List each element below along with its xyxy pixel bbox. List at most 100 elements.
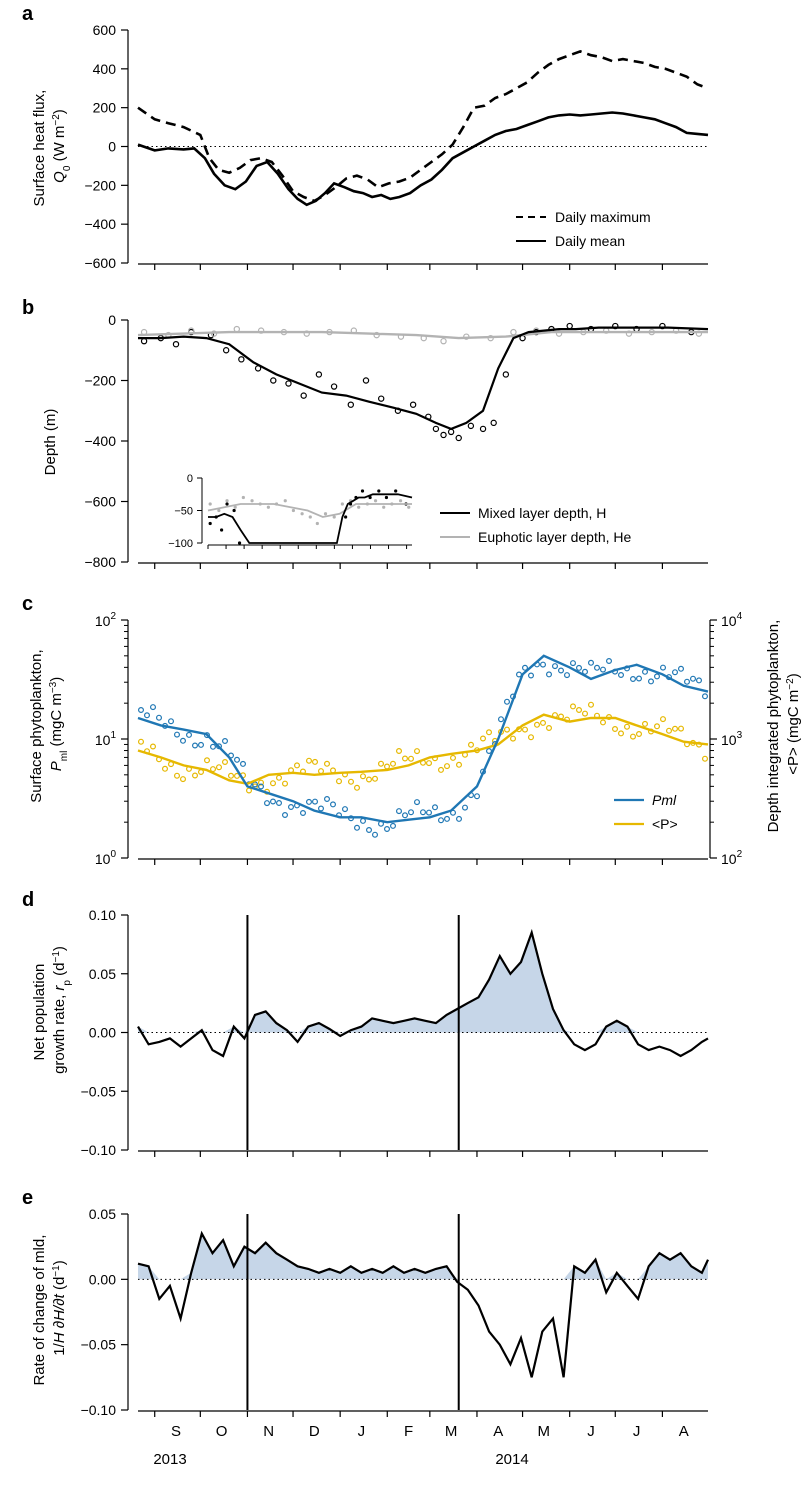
point-p (324, 760, 331, 767)
panel-d-ylabel-sup: −1 (51, 951, 62, 963)
point-pml (180, 737, 187, 744)
panel-c-ylabel-line2: P (48, 761, 65, 771)
series-daily-maximum (137, 50, 709, 203)
panel-c-ylabel-sub: ml (59, 751, 70, 762)
point-p (402, 755, 409, 762)
inset-point-euphotic-layer (233, 505, 237, 509)
point-p (629, 733, 636, 740)
point-euphotic-layer (440, 337, 447, 345)
legend-label-daily-maximum: Daily maximum (555, 209, 651, 225)
series-p (137, 713, 709, 786)
point-p (384, 763, 391, 770)
panel-c-y-tick-base: 10 (95, 613, 111, 629)
panel-b-y-tick-label: −200 (84, 373, 116, 389)
point-mixed-layer (378, 395, 385, 402)
panel-letter-b: b (22, 297, 34, 319)
panel-c-y-tick-base: 10 (95, 732, 111, 748)
point-p (390, 760, 397, 767)
point-pml (330, 801, 337, 808)
legend-label-mixed-layer: Mixed layer depth, H (478, 505, 606, 521)
point-p (611, 725, 618, 732)
point-pml (366, 826, 373, 833)
point-p (671, 725, 678, 732)
point-pml (689, 675, 696, 682)
panel-c-y-tick-label: 100 (95, 849, 117, 867)
point-p (569, 703, 576, 710)
inset-point-euphotic-layer (300, 512, 304, 516)
point-pml (186, 731, 193, 738)
point-pml (144, 712, 151, 719)
point-p (150, 743, 157, 750)
panel-c-y2label-line2: <P> (mgC m (785, 690, 802, 775)
month-label: J (587, 1423, 595, 1440)
panel-a: 600 400 200 0 −200 −400 −600 Surface heat flux… (31, 22, 709, 271)
point-pml (300, 809, 307, 816)
panel-b-y-tick-label: −600 (84, 494, 116, 510)
panel-d-ylabel-line2b: r (51, 985, 68, 991)
point-mixed-layer (285, 380, 292, 387)
panel-c-y-tick-label: 101 (95, 730, 117, 748)
point-p (438, 766, 445, 773)
panel-d-axes: 0.10 0.05 0.00 −0.05 −0.10 (81, 907, 708, 1158)
point-p (378, 760, 385, 767)
month-label: J (358, 1423, 366, 1440)
point-pml (390, 822, 397, 829)
panel-d-y-tick-label: 0.10 (89, 907, 116, 923)
point-euphotic-layer (510, 328, 517, 336)
panel-a-plot (137, 50, 709, 207)
month-label: J (633, 1423, 641, 1440)
point-p (276, 774, 283, 781)
inset-point-mixed-layer (360, 489, 365, 493)
point-pml (635, 675, 642, 682)
point-p (533, 721, 540, 728)
point-mixed-layer (222, 347, 230, 354)
panel-d-ylabel-unit-b: ) (51, 946, 68, 951)
point-pml (150, 704, 157, 711)
point-mixed-layer (315, 371, 323, 378)
point-p (138, 738, 145, 745)
panel-a-ylabel-line1: Surface heat flux, (31, 90, 48, 207)
point-pml (617, 671, 624, 678)
point-pml (240, 760, 247, 767)
point-pml (270, 798, 277, 805)
month-label: N (263, 1423, 274, 1440)
panel-a-y-tick-label: 400 (93, 61, 117, 77)
point-pml (539, 661, 546, 668)
point-mixed-layer (467, 422, 475, 430)
month-label: F (404, 1423, 413, 1440)
panel-d-positive-area (138, 932, 708, 1033)
point-mixed-layer (270, 377, 277, 384)
point-pml (288, 803, 295, 810)
panel-c-y2-tick-label: 104 (721, 611, 743, 629)
panel-c-y2label-unit-b: ) (785, 673, 802, 678)
inset-point-mixed-layer (208, 521, 212, 526)
point-pml (593, 664, 600, 671)
point-pml (701, 693, 708, 700)
panel-letter-e: e (22, 1187, 33, 1209)
point-pml (587, 659, 594, 666)
point-pml (168, 718, 175, 725)
point-p (192, 772, 199, 779)
point-pml (581, 668, 588, 675)
month-label: A (679, 1423, 689, 1440)
point-pml (384, 825, 391, 832)
point-p (665, 727, 672, 734)
panel-a-y-tick-label: −400 (84, 216, 116, 232)
panel-b-y-tick-label: 0 (108, 312, 116, 328)
point-mixed-layer (440, 431, 447, 439)
inset-point-euphotic-layer (340, 502, 344, 506)
point-pml (563, 672, 570, 679)
panel-e: 0.05 0.00 −0.05 −0.10 Rate of change of mld… (31, 1206, 709, 1418)
panel-a-y-tick-label: −600 (84, 255, 116, 271)
panel-c-y2-tick-base: 10 (721, 613, 737, 629)
point-mixed-layer (479, 425, 487, 433)
panel-e-series-line (137, 1230, 709, 1378)
inset-y-tick-label: −100 (168, 538, 193, 550)
inset-point-euphotic-layer (373, 499, 378, 503)
point-p (468, 741, 475, 748)
point-p (210, 766, 217, 773)
series-pml (137, 654, 709, 824)
panel-a-legend: Daily maximum Daily mean (516, 209, 651, 249)
point-pml (252, 781, 259, 788)
